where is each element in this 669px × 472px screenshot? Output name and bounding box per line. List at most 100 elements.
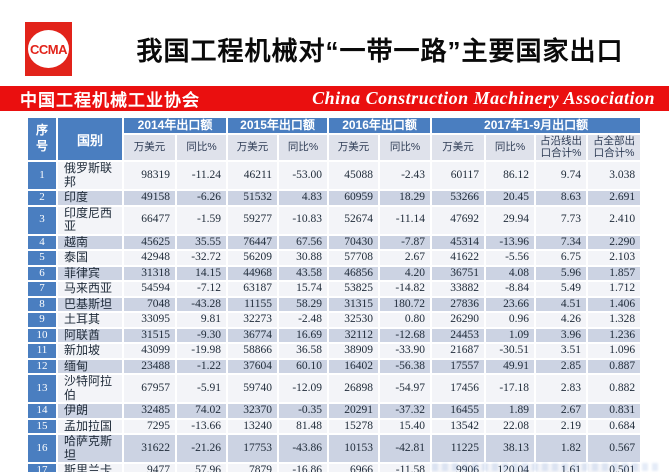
value-cell: -56.38 <box>380 359 431 374</box>
row-number: 11 <box>28 344 56 358</box>
value-cell: -17.18 <box>486 375 535 403</box>
value-cell: 15278 <box>329 419 379 434</box>
value-cell: 45088 <box>329 162 379 190</box>
country-name: 巴基斯坦 <box>58 297 122 312</box>
value-cell: -30.51 <box>486 344 535 358</box>
row-number: 2 <box>28 191 56 205</box>
country-name: 孟加拉国 <box>58 419 122 434</box>
association-banner: 中国工程机械工业协会 China Construction Machinery … <box>0 86 669 111</box>
value-cell: 58866 <box>228 344 278 358</box>
value-cell: -11.58 <box>380 464 431 472</box>
value-cell: -5.56 <box>486 251 535 265</box>
value-cell: -19.98 <box>177 344 227 358</box>
value-cell: 4.83 <box>279 191 328 205</box>
value-cell: -16.86 <box>279 464 328 472</box>
value-cell: 52674 <box>329 206 379 234</box>
value-cell: 180.72 <box>380 297 431 312</box>
header-country: 国别 <box>58 118 122 161</box>
row-number: 13 <box>28 375 56 403</box>
subheader-2016-usd: 万美元 <box>329 135 379 161</box>
value-cell: 4.08 <box>486 266 535 281</box>
table-row: 17 斯里兰卡 9477 57.96 7879 -16.86 6966 -11.58 9906 1… <box>28 464 641 472</box>
row-number: 1 <box>28 162 56 190</box>
header-group-2017: 2017年1-9月出口额 <box>432 118 641 133</box>
value-cell: 16455 <box>432 404 485 418</box>
value-cell: -8.84 <box>486 282 535 296</box>
value-cell: 17753 <box>228 435 278 463</box>
subheader-2015-usd: 万美元 <box>228 135 278 161</box>
value-cell: 2.85 <box>536 359 587 374</box>
value-cell: 7.34 <box>536 235 587 250</box>
value-cell: 46856 <box>329 266 379 281</box>
value-cell: -2.43 <box>380 162 431 190</box>
value-cell: -0.35 <box>279 404 328 418</box>
value-cell: 9906 <box>432 464 485 472</box>
subheader-2014-usd: 万美元 <box>124 135 175 161</box>
value-cell: 51532 <box>228 191 278 205</box>
country-name: 斯里兰卡 <box>58 464 122 472</box>
value-cell: 7879 <box>228 464 278 472</box>
value-cell: 1.328 <box>588 313 641 327</box>
value-cell: 70430 <box>329 235 379 250</box>
value-cell: 1.406 <box>588 297 641 312</box>
value-cell: 0.831 <box>588 404 641 418</box>
value-cell: 17456 <box>432 375 485 403</box>
value-cell: 6.75 <box>536 251 587 265</box>
value-cell: 29.94 <box>486 206 535 234</box>
table-body: 1 俄罗斯联邦 98319 -11.24 46211 -53.00 45088 -2.43 60… <box>28 162 641 472</box>
row-number: 15 <box>28 419 56 434</box>
value-cell: 0.887 <box>588 359 641 374</box>
country-name: 新加坡 <box>58 344 122 358</box>
value-cell: 45314 <box>432 235 485 250</box>
value-cell: 2.691 <box>588 191 641 205</box>
value-cell: 11225 <box>432 435 485 463</box>
value-cell: 54594 <box>124 282 175 296</box>
value-cell: 42948 <box>124 251 175 265</box>
value-cell: -21.26 <box>177 435 227 463</box>
value-cell: 14.15 <box>177 266 227 281</box>
value-cell: 8.63 <box>536 191 587 205</box>
value-cell: 32273 <box>228 313 278 327</box>
value-cell: 1.857 <box>588 266 641 281</box>
value-cell: -12.09 <box>279 375 328 403</box>
value-cell: 47692 <box>432 206 485 234</box>
association-name-en: China Construction Machinery Association <box>312 88 655 108</box>
value-cell: 4.26 <box>536 313 587 327</box>
value-cell: 7295 <box>124 419 175 434</box>
value-cell: 60.10 <box>279 359 328 374</box>
value-cell: 17557 <box>432 359 485 374</box>
value-cell: 13542 <box>432 419 485 434</box>
value-cell: 36751 <box>432 266 485 281</box>
row-number: 10 <box>28 328 56 343</box>
value-cell: 9.81 <box>177 313 227 327</box>
value-cell: -1.59 <box>177 206 227 234</box>
value-cell: 10153 <box>329 435 379 463</box>
value-cell: 2.19 <box>536 419 587 434</box>
value-cell: 57.96 <box>177 464 227 472</box>
value-cell: 36774 <box>228 328 278 343</box>
country-name: 菲律宾 <box>58 266 122 281</box>
row-number: 4 <box>28 235 56 250</box>
subheader-belt-share: 占沿线出口合计% <box>536 135 587 161</box>
subheader-total-share: 占全部出口合计% <box>588 135 641 161</box>
value-cell: 2.83 <box>536 375 587 403</box>
subheader-2015-yoy: 同比% <box>279 135 328 161</box>
value-cell: 9.74 <box>536 162 587 190</box>
value-cell: 23488 <box>124 359 175 374</box>
value-cell: 15.40 <box>380 419 431 434</box>
value-cell: 1.236 <box>588 328 641 343</box>
row-number: 9 <box>28 313 56 327</box>
row-number: 14 <box>28 404 56 418</box>
value-cell: 7.73 <box>536 206 587 234</box>
subheader-2017-usd: 万美元 <box>432 135 485 161</box>
ccma-logo-ellipse: CCMA <box>28 30 69 68</box>
value-cell: 2.410 <box>588 206 641 234</box>
value-cell: 11155 <box>228 297 278 312</box>
value-cell: 60959 <box>329 191 379 205</box>
value-cell: -13.96 <box>486 235 535 250</box>
value-cell: 1.09 <box>486 328 535 343</box>
association-name-cn: 中国工程机械工业协会 <box>20 91 200 110</box>
value-cell: 1.89 <box>486 404 535 418</box>
value-cell: -10.83 <box>279 206 328 234</box>
country-name: 土耳其 <box>58 313 122 327</box>
